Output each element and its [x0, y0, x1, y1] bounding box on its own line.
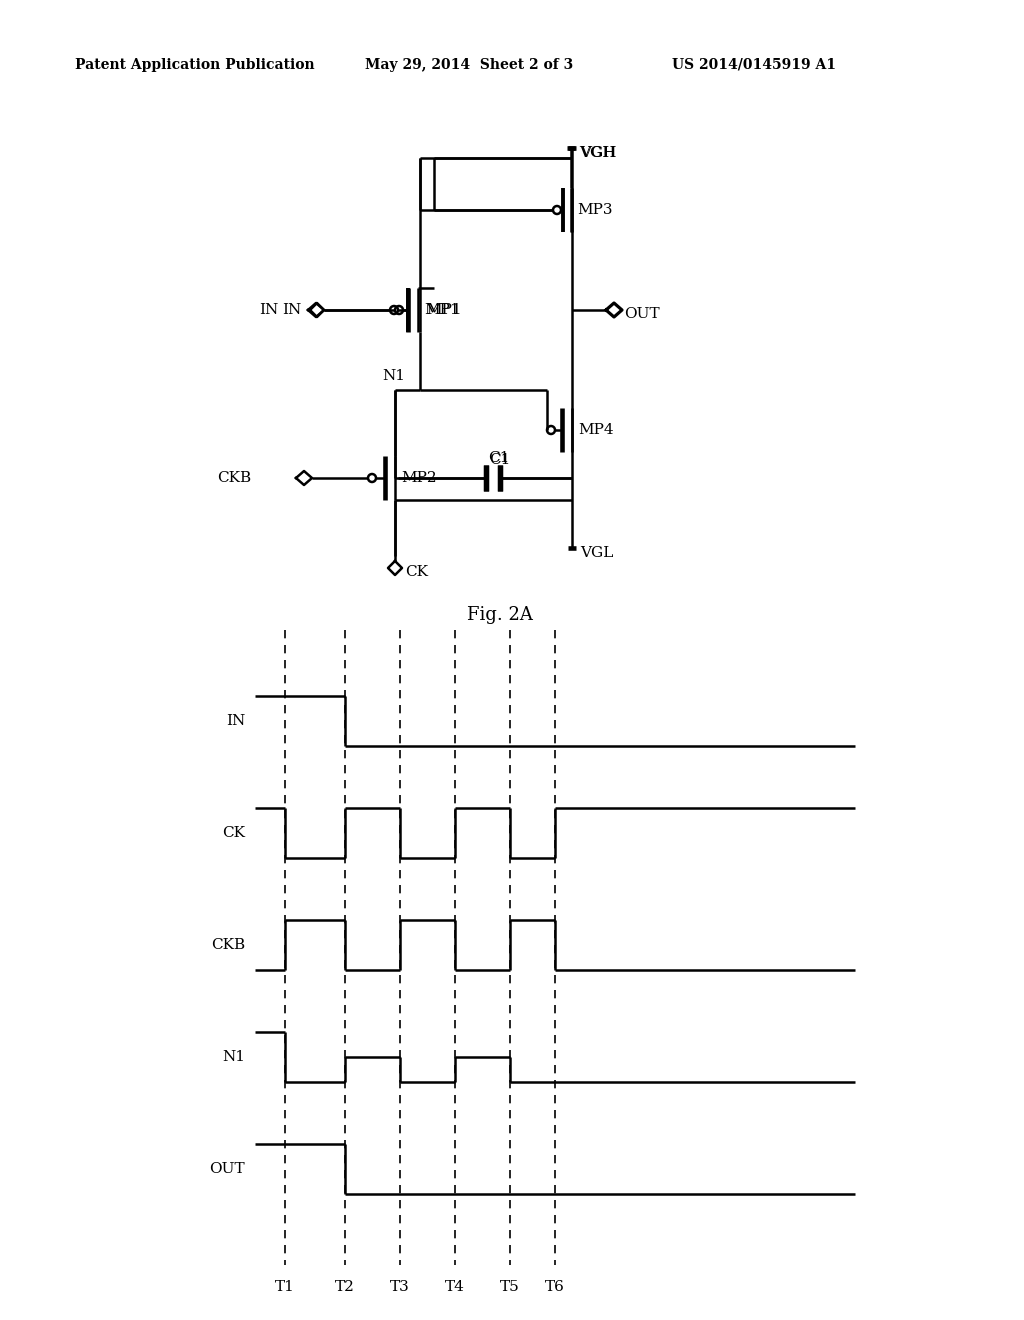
Text: CK: CK: [406, 565, 428, 579]
Text: MP1: MP1: [426, 304, 462, 317]
Text: MP4: MP4: [578, 422, 613, 437]
Text: MP1: MP1: [424, 304, 460, 317]
Text: T1: T1: [275, 1280, 295, 1294]
Text: T4: T4: [445, 1280, 465, 1294]
Text: Fig. 2A: Fig. 2A: [467, 606, 532, 624]
Text: May 29, 2014  Sheet 2 of 3: May 29, 2014 Sheet 2 of 3: [365, 58, 573, 73]
Text: MP2: MP2: [401, 471, 436, 484]
Text: N1: N1: [382, 370, 406, 383]
Text: C1: C1: [489, 453, 510, 467]
Text: OUT: OUT: [624, 308, 659, 321]
Text: VGL: VGL: [580, 546, 613, 560]
Text: Patent Application Publication: Patent Application Publication: [75, 58, 314, 73]
Text: CKB: CKB: [217, 471, 251, 484]
Text: N1: N1: [222, 1049, 245, 1064]
Text: MP3: MP3: [577, 203, 612, 216]
Text: US 2014/0145919 A1: US 2014/0145919 A1: [672, 58, 836, 73]
Text: CK: CK: [222, 826, 245, 840]
Text: IN: IN: [225, 714, 245, 729]
Text: OUT: OUT: [209, 1162, 245, 1176]
Text: CKB: CKB: [211, 939, 245, 952]
Text: C1: C1: [488, 451, 509, 465]
Text: IN: IN: [282, 304, 301, 317]
Text: IN: IN: [259, 304, 278, 317]
Text: T5: T5: [500, 1280, 520, 1294]
Text: T2: T2: [335, 1280, 355, 1294]
Text: T6: T6: [545, 1280, 565, 1294]
Text: VGH: VGH: [579, 147, 615, 160]
Text: T3: T3: [390, 1280, 410, 1294]
Text: VGH: VGH: [580, 147, 616, 160]
